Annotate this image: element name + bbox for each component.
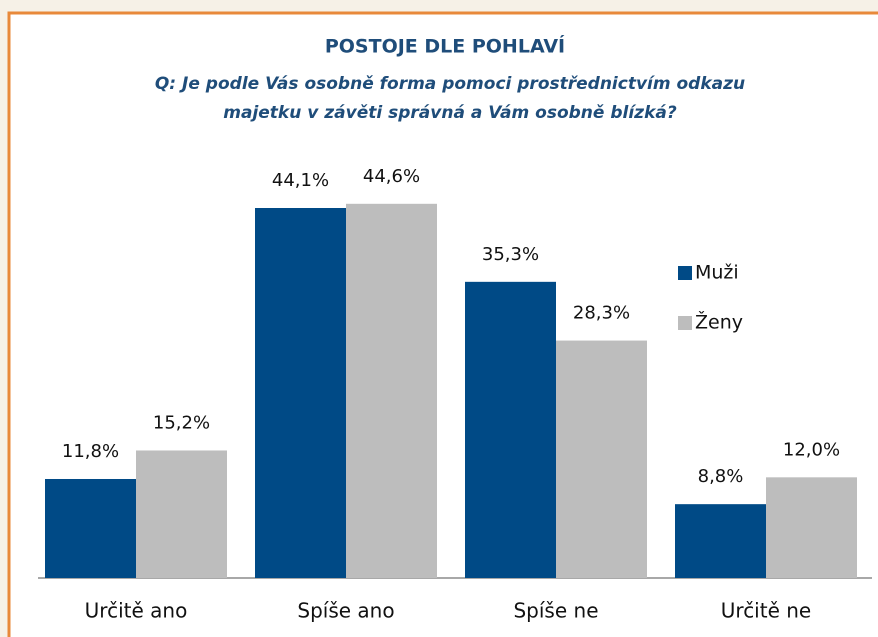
x-tick-label: Spíše ano <box>297 599 394 623</box>
data-label: 35,3% <box>482 244 539 265</box>
bar <box>465 281 556 578</box>
data-label: 44,6% <box>363 166 420 187</box>
bar <box>346 203 437 578</box>
bar <box>675 504 766 578</box>
x-tick-label: Určitě ne <box>721 599 811 623</box>
legend-swatch <box>678 316 692 330</box>
x-tick-label: Určitě ano <box>85 599 188 623</box>
x-tick-label: Spíše ne <box>513 599 598 623</box>
chart-title: POSTOJE DLE POHLAVÍ <box>325 35 565 58</box>
data-label: 15,2% <box>153 412 210 433</box>
bar <box>766 477 857 578</box>
data-label: 44,1% <box>272 170 329 191</box>
data-label: 8,8% <box>698 466 744 487</box>
legend-label: Ženy <box>695 311 743 334</box>
legend-label: Muži <box>695 262 739 284</box>
data-label: 28,3% <box>573 303 630 324</box>
bar <box>45 478 136 578</box>
data-label: 12,0% <box>783 439 840 460</box>
bar <box>255 208 346 578</box>
legend-swatch <box>678 266 692 280</box>
data-label: 11,8% <box>62 441 119 462</box>
chart-subtitle: majetku v závěti správná a Vám osobně bl… <box>223 103 677 123</box>
bar <box>556 340 647 578</box>
chart-subtitle: Q: Je podle Vás osobně forma pomoci pros… <box>155 74 745 94</box>
bar <box>136 450 227 578</box>
